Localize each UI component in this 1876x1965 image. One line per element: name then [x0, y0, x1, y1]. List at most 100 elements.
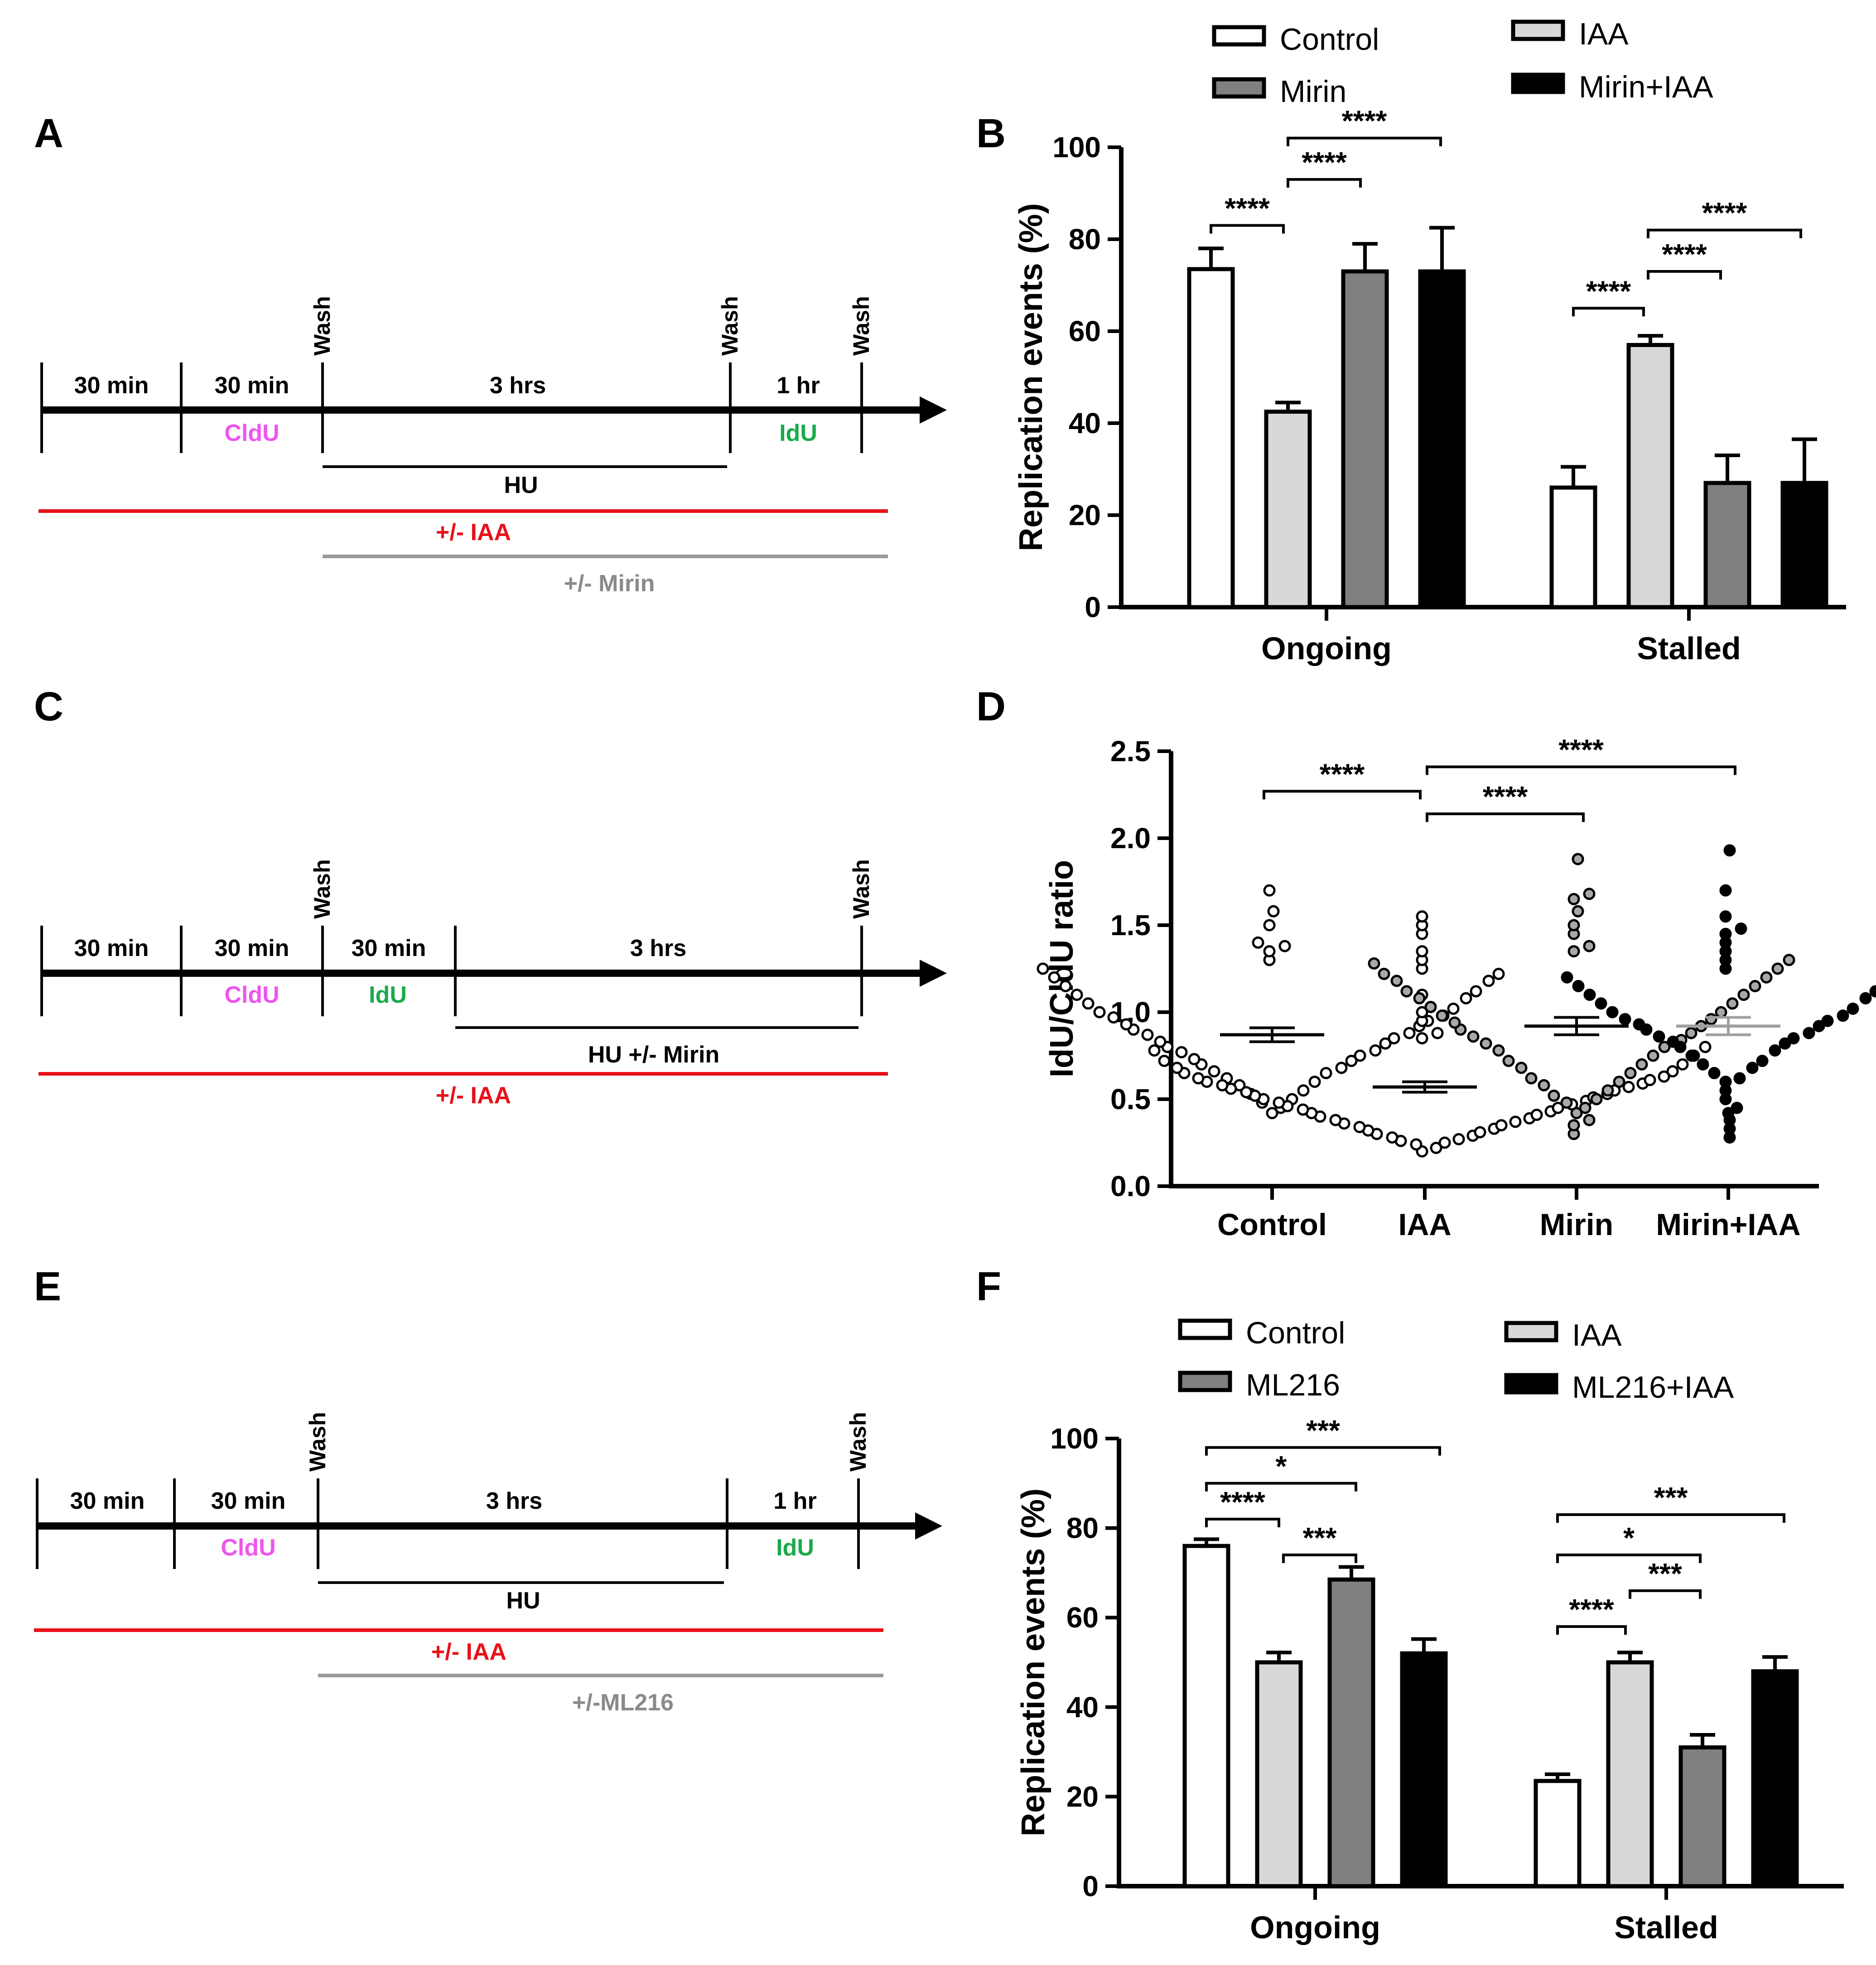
- data-point: [1756, 1055, 1769, 1067]
- data-point: [1760, 971, 1773, 984]
- y-tick-label: 20: [1066, 1780, 1099, 1813]
- data-point: [1141, 1028, 1154, 1041]
- y-axis-title: Replication events (%): [1015, 1488, 1051, 1836]
- data-point: [1188, 1053, 1201, 1066]
- data-point: [1869, 985, 1876, 998]
- data-point: [1480, 1037, 1492, 1050]
- data-point: [1538, 1079, 1550, 1091]
- data-point: [1619, 1013, 1631, 1025]
- significance-bracket: [1647, 228, 1802, 238]
- data-point: [1666, 1065, 1679, 1078]
- significance-label: *: [1276, 1450, 1287, 1482]
- data-point: [1431, 1027, 1444, 1039]
- data-point: [1697, 1058, 1709, 1071]
- bar-ml216-plus-iaa: [1751, 1669, 1799, 1888]
- significance-label: ****: [1342, 105, 1387, 137]
- data-point: [1676, 1058, 1689, 1071]
- data-point: [1492, 968, 1505, 980]
- bar-mirin-plus-iaa: [1780, 481, 1828, 609]
- significance-bracket: [1263, 790, 1422, 800]
- legend-swatch: [1212, 25, 1266, 47]
- cldu-label: CldU: [221, 1535, 275, 1561]
- bar-iaa: [1255, 1660, 1303, 1888]
- data-point: [1482, 975, 1495, 987]
- segment-label: 30 min: [74, 935, 149, 961]
- significance-bracket: [1426, 765, 1736, 775]
- data-point: [1583, 1114, 1596, 1126]
- data-point: [1595, 997, 1607, 1010]
- idu-label: IdU: [369, 982, 407, 1008]
- data-point: [1658, 1070, 1670, 1083]
- data-point: [1400, 985, 1413, 998]
- significance-label: ****: [1320, 758, 1365, 790]
- data-point: [1378, 968, 1390, 980]
- y-tick-label: 0.5: [1110, 1083, 1151, 1115]
- data-point: [1515, 1062, 1528, 1074]
- legend-swatch: [1178, 1318, 1232, 1340]
- iaa-label: +/- IAA: [436, 1082, 511, 1109]
- data-point: [1416, 945, 1428, 958]
- legend-label: Mirin+IAA: [1579, 70, 1713, 104]
- bar-iaa: [1606, 1660, 1654, 1888]
- bar-mirin: [1341, 269, 1389, 609]
- data-point: [1658, 1041, 1671, 1053]
- segment-label: 3 hrs: [486, 1488, 542, 1514]
- segment-label: 3 hrs: [630, 935, 686, 961]
- data-point: [1723, 844, 1736, 857]
- y-tick-label: 80: [1069, 223, 1101, 256]
- x-tick-label: Ongoing: [1250, 1910, 1380, 1945]
- data-point: [1460, 992, 1472, 1004]
- idu-label: IdU: [779, 420, 817, 446]
- significance-bracket: [1282, 1553, 1357, 1563]
- data-point: [1583, 888, 1596, 900]
- x-tick-label: Stalled: [1637, 631, 1741, 666]
- mirin-label: +/- Mirin: [564, 570, 655, 597]
- significance-label: ***: [1654, 1481, 1688, 1514]
- data-point: [1719, 927, 1732, 940]
- bar-iaa: [1626, 343, 1674, 609]
- legend-label: IAA: [1572, 1318, 1622, 1352]
- significance-label: ***: [1648, 1557, 1682, 1590]
- data-point: [1548, 1089, 1560, 1102]
- significance-bracket: [1210, 224, 1285, 234]
- data-point: [1859, 992, 1872, 1004]
- bar-control: [1182, 1544, 1230, 1888]
- data-point: [1320, 1067, 1332, 1079]
- data-point: [1390, 975, 1403, 987]
- data-point: [1667, 1035, 1679, 1048]
- data-point: [1388, 1032, 1400, 1045]
- data-point: [1470, 985, 1482, 998]
- data-point: [1509, 1115, 1522, 1128]
- legend-label: ML216: [1246, 1368, 1340, 1402]
- segment-label: 30 min: [215, 935, 289, 961]
- significance-bracket: [1287, 136, 1442, 146]
- data-point: [1699, 1041, 1712, 1053]
- data-point: [1438, 1136, 1451, 1149]
- y-tick-label: 0: [1082, 1870, 1099, 1902]
- segment-label: 30 min: [70, 1488, 145, 1514]
- data-point: [1048, 971, 1061, 984]
- hu-label: HU: [506, 1588, 540, 1614]
- data-point: [1369, 1044, 1382, 1057]
- segment-label: 30 min: [352, 935, 426, 961]
- data-point: [1154, 1035, 1167, 1048]
- data-point: [1579, 1101, 1591, 1114]
- bar-ml216-plus-iaa: [1400, 1651, 1448, 1888]
- y-tick-label: 100: [1052, 131, 1101, 164]
- data-point: [1467, 1030, 1480, 1043]
- significance-bracket: [1287, 178, 1362, 188]
- data-point: [1567, 893, 1580, 905]
- data-point: [1071, 989, 1083, 1001]
- data-point: [1297, 1103, 1309, 1116]
- data-point: [1354, 1049, 1366, 1062]
- bar-mirin-plus-iaa: [1418, 269, 1466, 609]
- segment-label: 30 min: [215, 372, 289, 399]
- data-point: [1572, 980, 1585, 992]
- data-point: [1416, 1032, 1428, 1045]
- data-point: [1847, 1002, 1859, 1015]
- wash-label: Wash: [845, 1412, 871, 1472]
- significance-label: ****: [1225, 192, 1270, 225]
- data-point: [1561, 971, 1573, 984]
- data-point: [1447, 1002, 1460, 1015]
